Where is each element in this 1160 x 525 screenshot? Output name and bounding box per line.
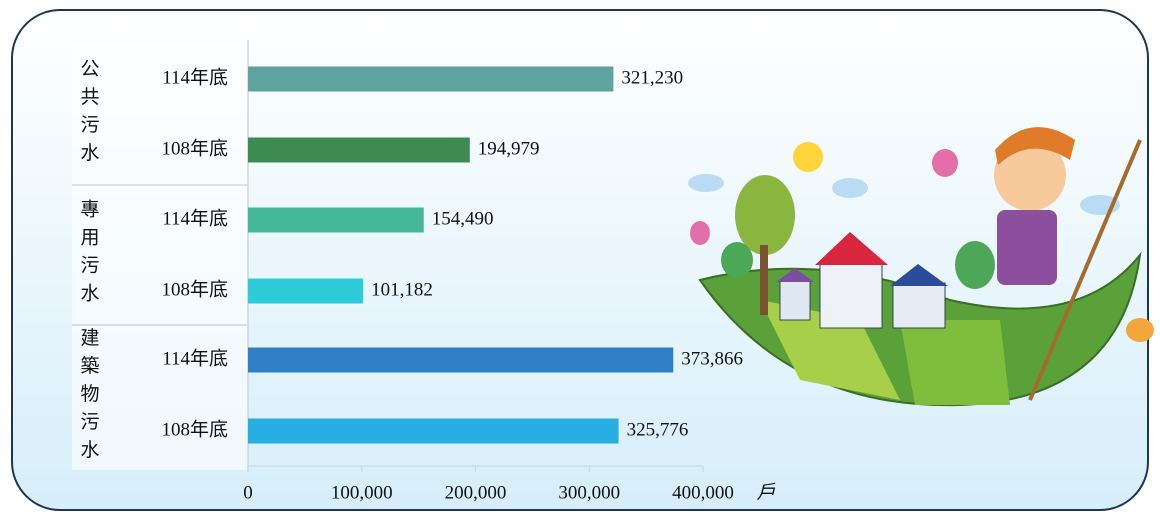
x-tick-label: 400,000 bbox=[672, 482, 734, 503]
value-label: 373,866 bbox=[681, 348, 743, 369]
x-tick-label: 200,000 bbox=[445, 482, 507, 503]
value-label: 101,182 bbox=[371, 279, 433, 300]
bar bbox=[248, 348, 673, 373]
category-label: 114年底 bbox=[162, 66, 228, 88]
bar bbox=[248, 279, 363, 304]
category-label: 108年底 bbox=[161, 418, 228, 440]
bar bbox=[248, 67, 613, 92]
x-axis-unit: 戶 bbox=[756, 482, 776, 503]
x-tick-label: 0 bbox=[243, 482, 253, 503]
value-label: 194,979 bbox=[478, 138, 540, 159]
group-label: 公共污水 bbox=[78, 59, 100, 171]
group-label: 建築物污水 bbox=[78, 327, 100, 467]
category-label: 114年底 bbox=[162, 207, 228, 229]
bar bbox=[248, 208, 424, 233]
group-label: 專用污水 bbox=[78, 199, 100, 311]
bar bbox=[248, 138, 470, 163]
x-tick-label: 100,000 bbox=[331, 482, 393, 503]
category-label: 114年底 bbox=[162, 347, 228, 369]
x-tick-label: 300,000 bbox=[558, 482, 620, 503]
category-label: 108年底 bbox=[161, 278, 228, 300]
value-label: 325,776 bbox=[627, 419, 689, 440]
value-label: 154,490 bbox=[432, 208, 494, 229]
category-label: 108年底 bbox=[161, 137, 228, 159]
chart: 0 100,000 200,000 300,000 400,000 戶 公共污水 114年底 3… bbox=[0, 0, 1160, 520]
value-label: 321,230 bbox=[621, 67, 683, 88]
bar bbox=[248, 419, 619, 444]
